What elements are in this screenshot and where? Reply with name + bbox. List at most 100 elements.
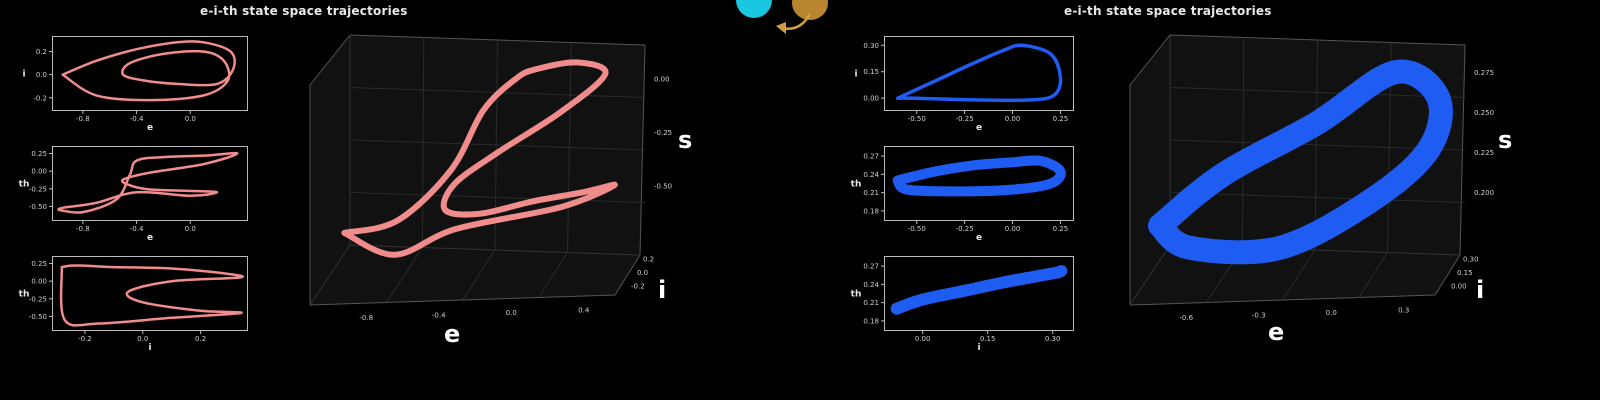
y-tick-label: -0.50 [29, 203, 47, 211]
y-axis-label: th [851, 180, 862, 190]
left-3d-i-label: i [658, 276, 667, 304]
x-tick-label: 0.30 [1045, 335, 1061, 343]
y-tick-label: 0.00 [31, 168, 47, 176]
y-tick-label: 0.24 [863, 281, 879, 289]
right-panel-e-th: 0.27 0.24 0.21 0.18 -0.50 -0.25 0.00 0.25 e th [851, 146, 1074, 243]
z-tick-label: 0.275 [1474, 69, 1494, 77]
y-tick-label: 0.21 [863, 189, 879, 197]
y-tick-label: 0.2 [643, 256, 654, 264]
right-panel-i-th: 0.27 0.24 0.21 0.18 0.00 0.15 0.30 i th [851, 256, 1074, 353]
y-tick-label: 0.25 [31, 260, 47, 268]
x-tick-label: -0.4 [130, 225, 144, 233]
x-axis-label: e [147, 233, 153, 243]
x-tick-label: -0.8 [76, 115, 90, 123]
z-tick-label: 0.00 [654, 76, 670, 84]
x-axis-label: e [976, 233, 982, 243]
x-tick-label: 0.0 [185, 115, 196, 123]
left-figure-title: e-i-th state space trajectories [200, 4, 408, 18]
y-tick-label: 0.18 [863, 317, 879, 325]
plot-frame [52, 36, 248, 111]
z-tick-label: -0.50 [654, 182, 672, 190]
x-tick-label: -0.50 [908, 225, 926, 233]
y-tick-label: 0.15 [1457, 269, 1473, 277]
x-tick-label: 0.3 [1398, 306, 1409, 314]
y-tick-label: 0.15 [863, 68, 879, 76]
y-tick-label: -0.2 [631, 282, 645, 290]
y-tick-label: 0.00 [31, 278, 47, 286]
x-tick-label: 0.0 [137, 335, 148, 343]
x-tick-label: -0.25 [956, 225, 974, 233]
right-3d-s-label: s [1498, 126, 1513, 154]
x-tick-label: -0.8 [359, 314, 373, 322]
x-tick-label: 0.15 [980, 335, 996, 343]
x-tick-label: 0.0 [506, 309, 517, 317]
node-arrow-icon [776, 13, 812, 34]
z-tick-label: 0.250 [1474, 109, 1494, 117]
y-tick-label: 0.27 [863, 153, 879, 161]
x-tick-label: -0.6 [1179, 314, 1193, 322]
x-tick-label: 0.00 [1005, 115, 1021, 123]
right-3d-i-label: i [1476, 276, 1485, 304]
y-tick-label: -0.50 [29, 313, 47, 321]
x-tick-label: -0.4 [130, 115, 144, 123]
left-3d-plot: -0.8 -0.4 0.0 0.4 0.2 0.0 -0.2 0.00 -0.25 -0.50 [290, 25, 672, 335]
3d-axes-box [309, 34, 646, 306]
x-tick-label: 0.2 [195, 335, 206, 343]
x-axis-label: i [148, 343, 151, 353]
trajectory-line [890, 265, 1068, 315]
y-tick-label: 0.0 [36, 71, 47, 79]
x-tick-label: 0.25 [1053, 225, 1069, 233]
y-tick-label: 0.30 [1463, 256, 1479, 264]
y-tick-label: -0.25 [29, 295, 47, 303]
x-tick-label: 0.00 [915, 335, 931, 343]
z-tick-label: 0.225 [1474, 149, 1494, 157]
x-tick-label: 0.4 [578, 306, 590, 314]
y-tick-label: -0.25 [29, 185, 47, 193]
right-panel-e-i: 0.30 0.15 0.00 -0.50 -0.25 0.00 0.25 e i [854, 36, 1074, 133]
trajectory-line [59, 264, 244, 327]
left-3d-e-label: e [444, 320, 461, 348]
x-tick-label: -0.4 [432, 311, 446, 319]
trajectory-line [892, 155, 1066, 197]
x-tick-label: -0.2 [78, 335, 92, 343]
trajectory-line [61, 40, 236, 102]
x-tick-label: -0.8 [76, 225, 90, 233]
y-axis-label: i [854, 70, 857, 80]
right-3d-plot: -0.6 -0.3 0.0 0.3 0.30 0.15 0.00 0.275 0.250 0.22… [1110, 25, 1494, 335]
y-tick-label: 0.00 [1451, 282, 1467, 290]
x-tick-label: 0.0 [185, 225, 196, 233]
y-tick-label: 0.00 [863, 95, 879, 103]
y-tick-label: 0.25 [31, 150, 47, 158]
left-panel-i-th: 0.25 0.00 -0.25 -0.50 -0.2 0.0 0.2 i th [19, 256, 248, 353]
y-axis-label: th [19, 290, 30, 300]
y-tick-label: 0.18 [863, 207, 879, 215]
trajectory-line [895, 43, 1063, 103]
y-axis-label: th [851, 290, 862, 300]
y-tick-label: 0.2 [36, 48, 47, 56]
left-panel-e-i: 0.2 0.0 -0.2 -0.8 -0.4 0.0 e i [22, 36, 248, 133]
x-tick-label: -0.3 [1252, 311, 1266, 319]
trajectory-3d-line [341, 59, 618, 258]
y-tick-label: 0.27 [863, 263, 879, 271]
right-figure-title: e-i-th state space trajectories [1064, 4, 1272, 18]
x-tick-label: 0.25 [1053, 115, 1069, 123]
trajectory-3d-line [1148, 59, 1453, 265]
y-tick-label: 0.24 [863, 171, 879, 179]
x-tick-label: -0.25 [956, 115, 974, 123]
x-axis-label: i [977, 343, 980, 353]
x-axis-label: e [976, 123, 982, 133]
y-tick-label: 0.0 [637, 269, 648, 277]
x-tick-label: 0.00 [1005, 225, 1021, 233]
right-3d-e-label: e [1268, 318, 1285, 346]
y-axis-label: th [19, 180, 30, 190]
x-axis-label: e [147, 123, 153, 133]
node-f-icon [792, 0, 828, 20]
x-tick-label: -0.50 [908, 115, 926, 123]
y-axis-label: i [22, 70, 25, 80]
z-tick-label: -0.25 [654, 129, 672, 137]
x-tick-label: 0.0 [1326, 309, 1337, 317]
y-tick-label: -0.2 [33, 94, 47, 102]
z-tick-label: 0.200 [1474, 189, 1494, 197]
left-panel-e-th: 0.25 0.00 -0.25 -0.50 -0.8 -0.4 0.0 e th [19, 146, 248, 243]
y-tick-label: 0.30 [863, 42, 879, 50]
